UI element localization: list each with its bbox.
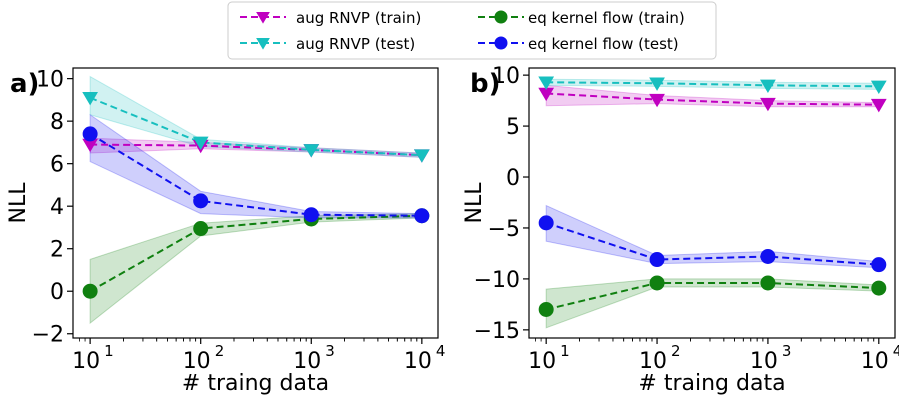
data-point-series-3-2 — [760, 248, 776, 264]
y-tick-label: 10 — [36, 68, 64, 93]
y-tick-label: −10 — [474, 268, 520, 293]
confidence-band-series-3 — [545, 204, 880, 269]
data-point-series-1-3 — [870, 80, 887, 94]
y-tick-label: −15 — [474, 319, 520, 344]
data-point-series-3-3 — [414, 208, 430, 224]
data-point-series-1-1 — [192, 136, 209, 151]
legend-marker — [256, 38, 270, 50]
series-line-3 — [545, 221, 879, 266]
y-tick-label: 8 — [50, 110, 64, 135]
data-point-series-1-1 — [649, 77, 665, 91]
plot-frame — [528, 67, 896, 339]
legend-label: eq kernel flow (test) — [528, 35, 679, 53]
confidence-band-series-2 — [89, 213, 423, 325]
x-tick-exponent: 4 — [436, 342, 446, 360]
data-point-series-0-2 — [760, 97, 776, 112]
data-point-series-3-0 — [538, 215, 554, 231]
data-point-series-3-1 — [649, 252, 665, 268]
legend-label: aug RNVP (test) — [296, 35, 415, 53]
data-point-series-2-0 — [538, 301, 554, 317]
data-point-series-3-1 — [193, 193, 209, 209]
series-line-2 — [545, 281, 879, 311]
y-tick-label: −2 — [32, 323, 64, 348]
y-axis-label: NLL — [6, 182, 31, 224]
y-tick-label: 0 — [50, 280, 64, 305]
panel-label: b) — [470, 69, 501, 99]
x-tick-label: 10 — [183, 349, 211, 374]
data-point-series-1-3 — [413, 149, 430, 163]
y-tick-label: 10 — [492, 64, 520, 89]
x-tick-label: 10 — [293, 349, 321, 374]
confidence-band-series-2 — [545, 278, 880, 329]
y-tick-label: 6 — [50, 153, 64, 178]
data-point-series-2-0 — [82, 283, 98, 299]
data-point-series-1-2 — [303, 144, 320, 158]
data-point-series-0-1 — [649, 93, 665, 108]
x-tick-exponent: 4 — [893, 342, 899, 360]
data-point-series-2-2 — [760, 275, 776, 291]
confidence-band-series-3 — [89, 113, 423, 219]
plot-frame — [72, 67, 439, 339]
series-line-1 — [89, 96, 422, 157]
x-tick-label: 10 — [404, 349, 432, 374]
data-point-series-2-1 — [649, 275, 665, 291]
data-point-series-2-3 — [871, 280, 887, 296]
series-line-1 — [546, 81, 879, 88]
panel-label: a) — [10, 69, 39, 99]
data-point-series-3-3 — [871, 257, 887, 273]
x-tick-label: 10 — [861, 349, 889, 374]
x-tick-exponent: 1 — [104, 342, 114, 360]
legend-marker — [494, 36, 508, 50]
legend-marker — [494, 10, 508, 24]
legend-marker — [256, 12, 270, 24]
data-point-series-3-0 — [82, 126, 98, 142]
legend-label: aug RNVP (train) — [296, 9, 421, 27]
x-tick-label: 10 — [639, 349, 667, 374]
data-point-series-1-0 — [538, 76, 555, 90]
y-tick-label: 0 — [506, 166, 520, 191]
x-axis-label: # traing data — [182, 371, 329, 396]
data-point-series-1-2 — [760, 79, 776, 93]
y-tick-label: 2 — [50, 238, 64, 263]
x-tick-exponent: 3 — [325, 342, 335, 360]
legend: aug RNVP (train) aug RNVP (test) eq kernel… — [227, 1, 717, 60]
y-tick-label: −5 — [488, 217, 520, 242]
x-tick-label: 10 — [750, 349, 778, 374]
x-tick-exponent: 1 — [560, 342, 570, 360]
series-line-0 — [546, 92, 879, 106]
x-tick-label: 10 — [72, 349, 100, 374]
x-tick-exponent: 3 — [782, 342, 792, 360]
data-point-series-2-1 — [193, 221, 209, 237]
x-tick-exponent: 2 — [671, 342, 681, 360]
series-line-2 — [89, 214, 422, 293]
y-axis-label: NLL — [462, 182, 487, 224]
x-axis-label: # traing data — [638, 371, 785, 396]
y-tick-label: 4 — [50, 195, 64, 220]
series-line-0 — [90, 143, 422, 157]
x-tick-exponent: 2 — [215, 342, 225, 360]
data-point-series-3-2 — [303, 207, 319, 223]
y-tick-label: 5 — [506, 115, 520, 140]
data-point-series-1-0 — [82, 92, 99, 106]
data-point-series-0-3 — [870, 98, 887, 113]
x-tick-label: 10 — [528, 349, 556, 374]
legend-box — [227, 1, 717, 60]
legend-label: eq kernel flow (train) — [528, 9, 685, 27]
